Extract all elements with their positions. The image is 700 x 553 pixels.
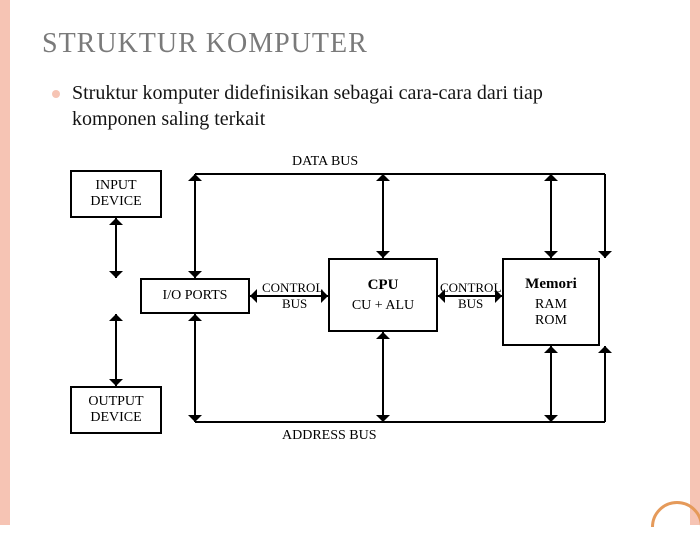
node-output: OUTPUTDEVICE	[70, 386, 162, 434]
label-control_bus1b: BUS	[282, 296, 307, 312]
bullet-text: Struktur komputer didefinisikan sebagai …	[72, 80, 572, 132]
label-control_bus2: CONTROL	[440, 280, 501, 296]
node-io: I/O PORTS	[140, 278, 250, 314]
slide-title: STRUKTUR KOMPUTER	[42, 28, 368, 60]
label-control_bus1: CONTROL	[262, 280, 323, 296]
node-cpu: CPUCU + ALU	[328, 258, 438, 332]
bullet-dot-icon	[52, 90, 60, 98]
architecture-diagram: INPUTDEVICE I/O PORTS CPUCU + ALU MemoriRAM…	[40, 150, 650, 480]
accent-bar-left	[0, 0, 10, 525]
node-memori: MemoriRAMROM	[502, 258, 600, 346]
accent-bar-right	[690, 0, 700, 525]
corner-decoration-icon	[651, 501, 700, 553]
label-data_bus: DATA BUS	[292, 154, 358, 170]
bullet-item: Struktur komputer didefinisikan sebagai …	[52, 80, 572, 132]
node-input: INPUTDEVICE	[70, 170, 162, 218]
label-control_bus2b: BUS	[458, 296, 483, 312]
label-address_bus: ADDRESS BUS	[282, 428, 377, 444]
